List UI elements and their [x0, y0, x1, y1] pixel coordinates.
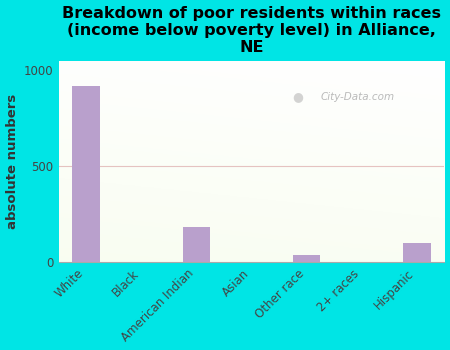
Y-axis label: absolute numbers: absolute numbers [5, 94, 18, 229]
Text: ●: ● [292, 90, 303, 104]
Bar [293, 256, 320, 262]
Title: Breakdown of poor residents within races
(income below poverty level) in Allianc: Breakdown of poor residents within races… [62, 6, 441, 55]
Text: City-Data.com: City-Data.com [321, 92, 395, 102]
Bar [183, 227, 210, 262]
Bar [403, 243, 431, 262]
Bar [72, 86, 100, 262]
